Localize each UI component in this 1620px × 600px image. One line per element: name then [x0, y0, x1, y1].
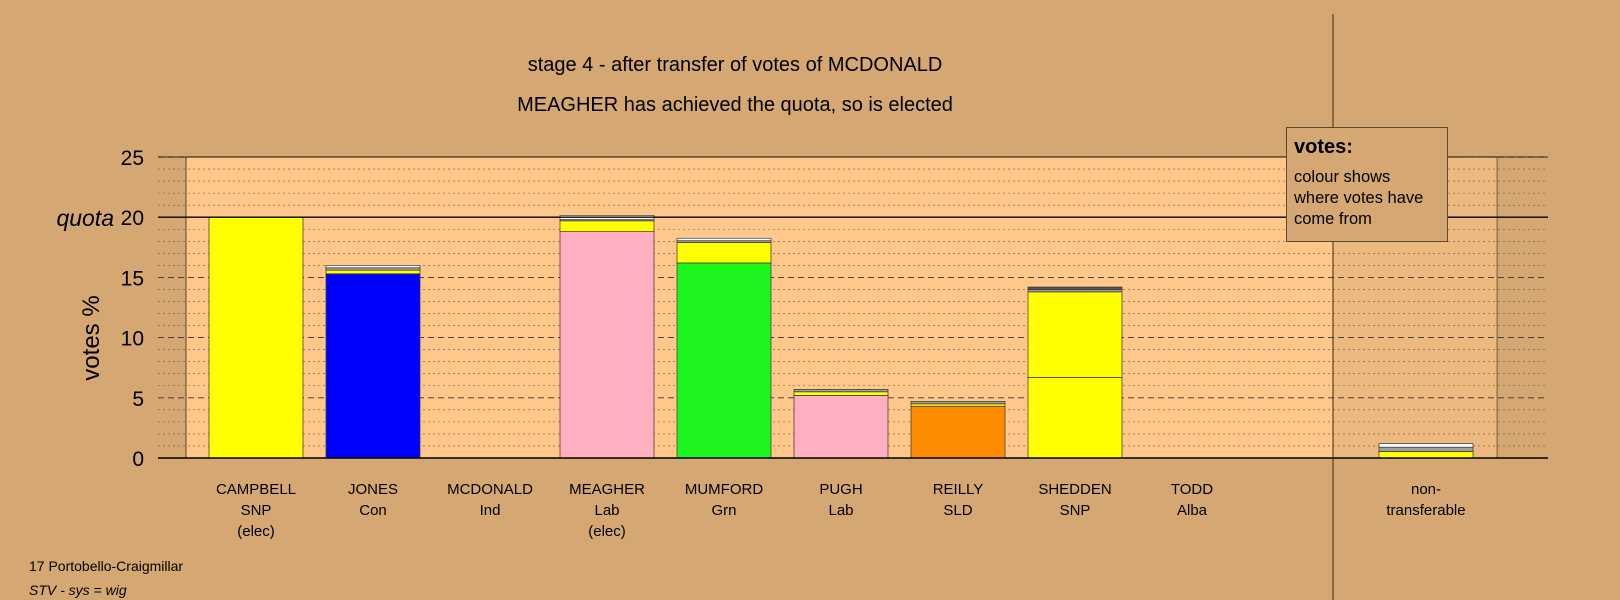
candidate-party: SNP	[241, 502, 272, 519]
quota-label: quota	[56, 205, 114, 231]
legend-body: colour shows where votes have come from	[1294, 168, 1424, 228]
candidate-name: PUGH	[819, 481, 862, 498]
y-axis-label: votes %	[78, 295, 105, 380]
y-tick-label: 25	[121, 147, 144, 170]
y-tick-label: 0	[132, 448, 144, 471]
bar-segment	[910, 403, 1006, 407]
candidate-name: MCDONALD	[447, 481, 533, 498]
bar-segment	[1027, 286, 1123, 290]
candidate-name: MEAGHER	[569, 481, 645, 498]
candidate-name: MUMFORD	[685, 481, 763, 498]
legend-title: votes:	[1294, 136, 1353, 158]
nontransferable-label: non-	[1411, 481, 1441, 498]
bar-segment	[325, 269, 421, 275]
candidate-party: Con	[359, 502, 387, 519]
bar-segment	[325, 265, 421, 269]
bar-segment	[793, 395, 889, 459]
chart-title: stage 4 - after transfer of votes of MCD…	[528, 54, 943, 76]
candidate-status: (elec)	[237, 523, 275, 540]
bar-segment	[910, 401, 1006, 405]
chart-subtitle: MEAGHER has achieved the quota, so is el…	[517, 94, 953, 116]
system-label: STV - sys = wig	[29, 582, 127, 598]
ward-name: 17 Portobello-Craigmillar	[29, 558, 184, 574]
bar-segment	[1378, 443, 1474, 448]
y-tick-label: 20	[121, 207, 144, 230]
candidate-party: SLD	[943, 502, 972, 519]
y-tick-label: 15	[121, 267, 144, 290]
bar-segment	[1027, 289, 1123, 293]
bar-segment	[676, 237, 772, 242]
bar-segment	[325, 267, 421, 271]
bar-segment	[1378, 446, 1474, 452]
bar-segment	[1378, 451, 1474, 459]
bar-segment	[1027, 376, 1123, 459]
candidate-party: Ind	[480, 502, 501, 519]
bar-segment	[1027, 291, 1123, 378]
candidate-name: REILLY	[933, 481, 984, 498]
bar-segment	[910, 405, 1006, 459]
bar-segment	[559, 231, 655, 459]
candidate-status: (elec)	[588, 523, 626, 540]
candidate-name: CAMPBELL	[216, 481, 296, 498]
candidate-party: Alba	[1177, 502, 1208, 519]
candidate-party: Lab	[594, 502, 619, 519]
bar-segment	[676, 242, 772, 264]
y-tick-label: 5	[132, 388, 144, 411]
bar-segment	[676, 262, 772, 459]
nontransferable-label: transferable	[1386, 502, 1465, 519]
y-tick-label: 10	[121, 328, 144, 351]
legend: votes: colour shows where votes have com…	[1286, 127, 1448, 242]
bar-segment	[559, 220, 655, 232]
candidate-name: TODD	[1171, 481, 1213, 498]
bar-segment	[325, 273, 421, 459]
bar-segment	[208, 216, 304, 459]
bar-segment	[793, 391, 889, 396]
candidate-party: Lab	[828, 502, 853, 519]
candidate-name: JONES	[348, 481, 398, 498]
candidate-party: Grn	[711, 502, 736, 519]
bar-segment	[793, 389, 889, 393]
candidate-name: SHEDDEN	[1038, 481, 1111, 498]
candidate-party: SNP	[1060, 502, 1091, 519]
